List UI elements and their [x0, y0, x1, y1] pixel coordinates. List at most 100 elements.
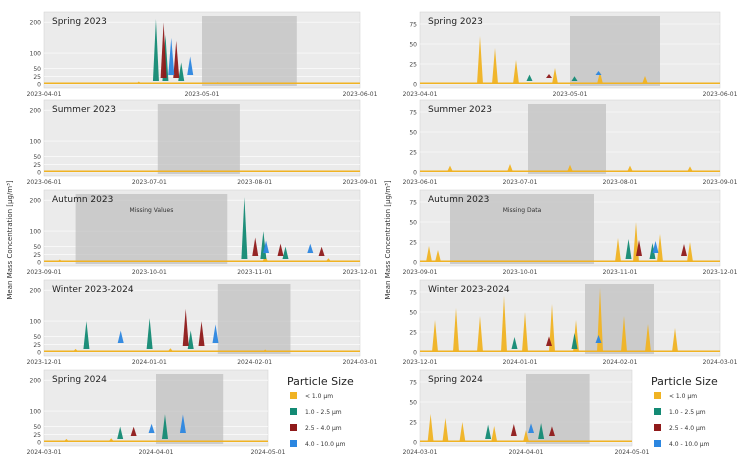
panel-title: Summer 2023: [428, 105, 492, 115]
x-tick-label: 2024-04-01: [509, 449, 544, 456]
legend-label-pm2-5: 1.0 - 2.5 µm: [669, 409, 706, 416]
series-0: [44, 348, 360, 352]
series-0: [44, 438, 268, 442]
peak-mark: [621, 316, 627, 352]
x-tick-label: 2023-10-01: [132, 269, 167, 276]
peak-mark: [198, 321, 205, 346]
panel-title: Spring 2024: [52, 375, 107, 385]
peak-mark: [173, 40, 180, 78]
legend-swatch-pm4: [654, 424, 661, 431]
y-tick-label: 75: [409, 110, 417, 117]
series-0: [420, 36, 720, 84]
series-0: [420, 222, 720, 262]
series-2: [546, 74, 552, 78]
legend-swatch-pm1: [654, 392, 661, 399]
peak-mark: [595, 335, 602, 343]
y-tick-label: 0: [413, 170, 417, 177]
baseline-strip: [44, 260, 360, 262]
series-1: [485, 423, 545, 439]
peak-mark: [148, 423, 155, 433]
peak-mark: [187, 56, 194, 75]
peak-mark: [642, 76, 648, 84]
peak-mark: [160, 22, 167, 78]
x-tick-label: 2023-06-01: [703, 91, 738, 98]
legend-swatch-pm10: [290, 440, 297, 447]
x-tick-label: 2024-02-01: [237, 359, 272, 366]
y-tick-label: 50: [409, 220, 417, 227]
peak-mark: [442, 418, 449, 442]
y-tick-label: 0: [37, 82, 41, 89]
series-0: [420, 164, 720, 172]
shaded-range: [217, 284, 291, 354]
peak-mark: [552, 68, 558, 84]
peak-mark: [657, 234, 663, 262]
panel-title: Winter 2023-2024: [52, 285, 134, 295]
y-tick-label: 25: [409, 150, 417, 157]
y-tick-label: 200: [30, 108, 42, 115]
peak-mark: [627, 165, 633, 172]
y-tick-label: 25: [33, 252, 41, 259]
legend-label-pm10: 4.0 - 10.0 µm: [305, 441, 346, 448]
baseline-strip: [420, 82, 720, 84]
legend-label-pm1: < 1.0 µm: [669, 393, 697, 400]
y-tick-label: 25: [33, 432, 41, 439]
series-3: [595, 335, 602, 343]
panel-right-2: 0 25 50 75 Missing Data 2023-09-01 2023-10-01 2…: [403, 189, 738, 276]
shaded-range: [156, 374, 224, 444]
peak-mark: [615, 238, 621, 262]
peak-mark: [459, 422, 466, 442]
x-tick-label: 2023-09-01: [703, 179, 738, 186]
legend-label-pm2-5: 1.0 - 2.5 µm: [305, 409, 342, 416]
legend-label-pm1: < 1.0 µm: [305, 393, 333, 400]
y-tick-label: 0: [413, 82, 417, 89]
peak-mark: [212, 324, 219, 343]
series-1: [511, 333, 578, 349]
peak-mark: [523, 430, 529, 442]
peak-mark: [492, 48, 498, 84]
y-tick-label: 50: [33, 424, 41, 431]
series-2: [546, 336, 552, 346]
series-1: [625, 239, 656, 259]
y-tick-label: 100: [30, 51, 42, 58]
x-tick-label: 2023-06-01: [343, 91, 378, 98]
x-tick-label: 2024-03-01: [343, 359, 378, 366]
series-2: [510, 424, 555, 436]
peak-mark: [522, 312, 528, 352]
peak-mark: [652, 241, 659, 253]
x-tick-label: 2024-03-01: [703, 359, 738, 366]
baseline-strip: [44, 350, 360, 352]
peak-mark: [447, 165, 453, 172]
peak-mark: [513, 60, 519, 84]
peak-mark: [117, 330, 124, 343]
y-tick-label: 100: [30, 229, 42, 236]
peak-mark: [485, 424, 492, 439]
y-tick-label: 25: [409, 330, 417, 337]
x-tick-label: 2024-04-01: [139, 449, 174, 456]
y-tick-label: 0: [37, 260, 41, 267]
y-tick-label: 0: [37, 170, 41, 177]
peak-mark: [571, 76, 578, 81]
y-axis-label-right: Mean Mass Concentration [µg/m³]: [384, 180, 392, 300]
y-tick-label: 50: [33, 66, 41, 73]
legend-swatch-pm2-5: [654, 408, 661, 415]
x-tick-label: 2023-09-01: [27, 269, 62, 276]
y-tick-label: 200: [30, 288, 42, 295]
x-tick-label: 2023-11-01: [237, 269, 272, 276]
series-3: [263, 240, 314, 253]
peak-mark: [507, 164, 513, 172]
y-tick-label: 0: [413, 350, 417, 357]
peak-mark: [510, 424, 517, 436]
peak-mark: [681, 244, 687, 256]
peak-mark: [152, 19, 159, 82]
x-tick-label: 2024-01-01: [132, 359, 167, 366]
series-3: [595, 71, 602, 75]
series-3: [148, 414, 186, 433]
x-tick-label: 2023-09-01: [343, 179, 378, 186]
peak-mark: [282, 246, 289, 259]
peak-mark: [187, 330, 194, 349]
legend-label-pm10: 4.0 - 10.0 µm: [669, 441, 710, 448]
panel-title: Winter 2023-2024: [428, 285, 510, 295]
baseline-strip: [44, 440, 268, 442]
y-tick-label: 75: [409, 200, 417, 207]
